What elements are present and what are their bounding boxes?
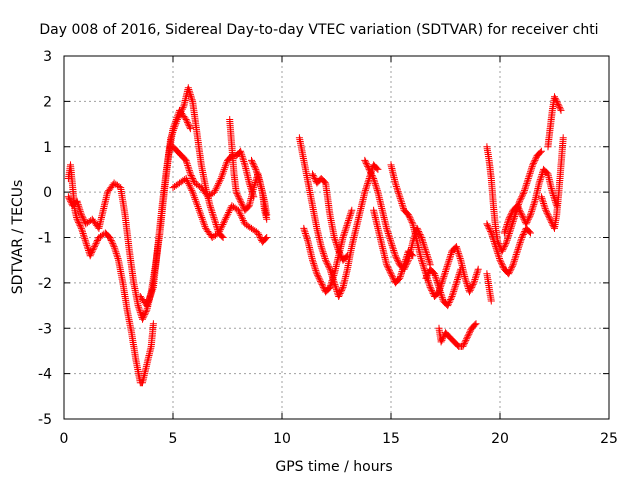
- data-point-markers: [483, 143, 545, 255]
- x-axis-label: GPS time / hours: [275, 459, 392, 475]
- data-markers: [64, 84, 567, 387]
- series-track-15: [435, 320, 480, 350]
- y-tick-label: -2: [38, 276, 52, 292]
- series-track-3: [136, 84, 227, 310]
- data-point-markers: [309, 170, 351, 264]
- series-track-7: [248, 156, 271, 219]
- data-point-markers: [544, 93, 565, 151]
- data-point-markers: [483, 220, 534, 278]
- data-point-markers: [169, 143, 258, 201]
- series-track-20: [537, 134, 567, 232]
- series-track-19: [500, 165, 561, 237]
- series-track-12: [370, 206, 417, 287]
- x-tick-label: 15: [382, 431, 400, 447]
- data-point-markers: [435, 320, 480, 350]
- x-tick-label: 10: [273, 431, 291, 447]
- x-tick-label: 20: [491, 431, 509, 447]
- data-point-markers: [422, 265, 465, 310]
- data-point-markers: [64, 106, 194, 323]
- y-tick-label: -3: [38, 321, 52, 337]
- x-tick-label: 25: [600, 431, 618, 447]
- y-tick-label: 2: [43, 94, 52, 110]
- series-track-11: [361, 156, 434, 273]
- data-point-markers: [361, 156, 434, 273]
- y-tick-label: 1: [43, 140, 52, 156]
- series-track-1: [64, 161, 157, 387]
- data-point-markers: [248, 156, 271, 219]
- y-tick-label: 0: [43, 185, 52, 201]
- y-tick-label: -5: [38, 412, 52, 428]
- series-track-8: [295, 134, 382, 300]
- x-tick-label: 0: [60, 431, 69, 447]
- series-track-10: [309, 170, 351, 264]
- x-tick-label: 5: [169, 431, 178, 447]
- data-point-markers: [483, 270, 495, 305]
- y-axis-label: SDTVAR / TECUs: [10, 180, 26, 295]
- series-track-16: [483, 143, 545, 255]
- chart-title: Day 008 of 2016, Sidereal Day-to-day VTE…: [39, 22, 598, 38]
- series-track-9: [300, 206, 356, 296]
- series-track-17: [483, 220, 534, 278]
- y-tick-label: 3: [43, 49, 52, 65]
- series-track-14: [422, 265, 465, 310]
- data-point-markers: [295, 134, 382, 300]
- data-point-markers: [64, 161, 157, 387]
- series-track-5: [169, 175, 271, 246]
- data-point-markers: [136, 84, 227, 310]
- data-point-markers: [370, 206, 417, 287]
- series-track-18: [483, 270, 495, 305]
- data-point-markers: [500, 165, 561, 237]
- series-track-21: [544, 93, 565, 151]
- data-point-markers: [169, 175, 271, 246]
- series-track-4: [169, 143, 258, 201]
- data-point-markers: [300, 206, 356, 296]
- series-track-2: [64, 106, 194, 323]
- axis-ticks: 0 5 10 15 20 25 -5 -4 -3 -2 -1 0 1 2 3: [38, 49, 618, 447]
- y-tick-label: -1: [38, 231, 52, 247]
- data-point-markers: [537, 134, 567, 232]
- grid-lines: [64, 56, 609, 419]
- y-tick-label: -4: [38, 367, 52, 383]
